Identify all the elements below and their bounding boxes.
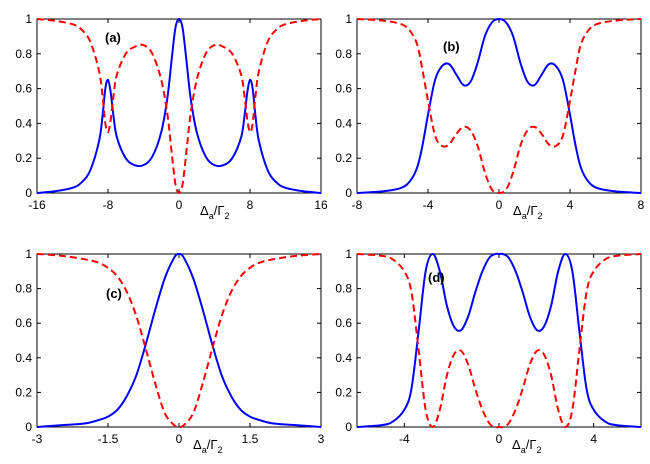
- series-solid-line: [36, 252, 322, 428]
- panel-label: (d): [428, 270, 445, 285]
- plot-frame: [36, 18, 322, 194]
- y-tick-label: 1: [345, 247, 352, 261]
- series-solid-line: [36, 17, 322, 194]
- x-tick-label: 8: [638, 198, 645, 212]
- y-tick-label: 0.4: [15, 116, 32, 130]
- y-tick-label: 0.6: [335, 316, 352, 330]
- x-tick-label: 0: [496, 198, 503, 212]
- x-tick-label: -4: [399, 432, 410, 446]
- series-solid-line: [356, 252, 642, 428]
- x-axis-label: Δa/Γ2: [200, 203, 230, 221]
- x-tick-label: 3: [318, 432, 325, 446]
- y-tick-label: 1: [25, 247, 32, 261]
- y-tick-label: 1: [25, 12, 32, 26]
- x-tick-label: -8: [352, 198, 363, 212]
- x-axis-label: Δa/Γ2: [512, 437, 542, 455]
- x-axis-label: Δa/Γ2: [513, 203, 543, 221]
- y-tick-label: 0: [25, 420, 32, 434]
- x-tick-label: 4: [590, 432, 597, 446]
- y-tick-label: 0.4: [15, 351, 32, 365]
- y-tick-label: 0: [25, 186, 32, 200]
- y-tick-label: 0.4: [335, 351, 352, 365]
- series-dashed-line: [356, 18, 642, 195]
- y-tick-label: 1: [345, 12, 352, 26]
- x-tick-label: 1.5: [242, 432, 259, 446]
- series-dashed-line: [356, 253, 642, 429]
- x-tick-label: 0: [176, 432, 183, 446]
- y-tick-label: 0.2: [335, 151, 352, 165]
- y-tick-label: 0.4: [335, 116, 352, 130]
- x-tick-label: 4: [567, 198, 574, 212]
- y-tick-label: 0.2: [15, 151, 32, 165]
- y-tick-label: 0.8: [335, 282, 352, 296]
- panel-d: -4 0 4 0 0.2 0.4 0.6 0.8 1 (d) Δa/Γ2: [335, 247, 642, 455]
- x-tick-label: -4: [423, 198, 434, 212]
- y-tick-label: 0.2: [15, 385, 32, 399]
- panel-b: -8 -4 0 4 8 0 0.2 0.4 0.6 0.8 1 (b) Δa/Γ2: [335, 12, 644, 221]
- panel-a: -16 -8 0 8 16 0 0.2 0.4 0.6 0.8 1 (a) Δa/Γ2: [15, 12, 328, 221]
- panel-label: (a): [105, 30, 121, 45]
- panel-label: (c): [106, 286, 122, 301]
- y-tick-label: 0: [345, 420, 352, 434]
- y-tick-label: 0: [345, 186, 352, 200]
- x-tick-label: 0: [176, 198, 183, 212]
- x-tick-label: -16: [28, 198, 46, 212]
- panel-c: -3 -1.5 0 1.5 3 0 0.2 0.4 0.6 0.8 1 (c) Δa/Γ2: [15, 247, 324, 455]
- x-tick-label: 8: [247, 198, 254, 212]
- y-tick-label: 0.6: [15, 82, 32, 96]
- x-tick-label: 16: [314, 198, 328, 212]
- y-tick-label: 0.8: [335, 47, 352, 61]
- x-tick-label: 0: [496, 432, 503, 446]
- series-dashed-line: [36, 253, 322, 429]
- panel-label: (b): [443, 39, 460, 54]
- plot-frame: [356, 253, 642, 428]
- plot-frame: [36, 253, 322, 428]
- y-tick-label: 0.8: [15, 282, 32, 296]
- series-dashed-line: [36, 18, 322, 195]
- x-tick-label: -8: [103, 198, 114, 212]
- y-tick-label: 0.6: [335, 82, 352, 96]
- x-tick-label: -3: [32, 432, 43, 446]
- x-tick-label: -1.5: [98, 432, 119, 446]
- y-tick-label: 0.6: [15, 316, 32, 330]
- y-tick-label: 0.2: [335, 385, 352, 399]
- y-tick-label: 0.8: [15, 47, 32, 61]
- x-axis-label: Δa/Γ2: [193, 437, 223, 455]
- plot-frame: [356, 18, 642, 194]
- series-solid-line: [356, 17, 642, 194]
